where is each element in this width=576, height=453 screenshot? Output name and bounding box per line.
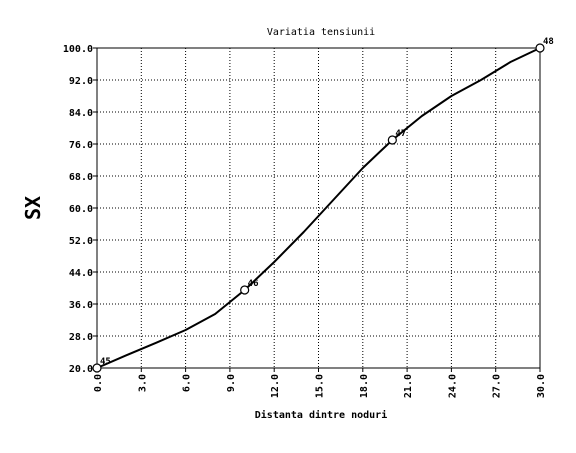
series (96, 47, 541, 369)
x-tick-label: 3.0 (137, 374, 148, 392)
y-tick-label: 84.0 (69, 108, 93, 119)
x-tick-label: 24.0 (447, 374, 458, 398)
y-tick-label: 28.0 (69, 332, 93, 343)
y-tick-label: 92.0 (69, 76, 93, 87)
y-tick-label: 36.0 (69, 300, 93, 311)
y-tick-label: 100.0 (63, 44, 93, 55)
x-tick-label: 21.0 (403, 374, 414, 398)
y-tick-label: 44.0 (69, 268, 93, 279)
axes: 20.0 28.0 36.0 44.0 52.0 60.0 68.0 76.0 84.0 92.0… (63, 44, 547, 398)
x-tick-label: 12.0 (270, 374, 281, 398)
grid (97, 48, 540, 368)
x-tick-label: 9.0 (226, 374, 237, 392)
x-tick-label: 15.0 (315, 374, 326, 398)
x-tick-label: 18.0 (359, 374, 370, 398)
y-tick-label: 52.0 (69, 236, 93, 247)
series-line (96, 47, 541, 369)
node-marker (535, 43, 545, 53)
node-label: 46 (248, 279, 259, 289)
node-label: 47 (395, 129, 406, 139)
y-tick-label: 60.0 (69, 204, 93, 215)
x-tick-label: 30.0 (536, 374, 547, 398)
x-tick-label: 27.0 (492, 374, 503, 398)
node-label: 48 (543, 37, 554, 47)
node-marker (240, 285, 250, 295)
markers: 45 46 47 48 (92, 37, 554, 373)
node-label: 45 (100, 357, 111, 367)
x-tick-label: 0.0 (93, 374, 104, 392)
node-marker (92, 363, 102, 373)
y-tick-label: 76.0 (69, 140, 93, 151)
y-tick-label: 20.0 (69, 364, 93, 375)
node-marker (387, 135, 397, 145)
chart-title: Variatia tensiunii (267, 27, 375, 38)
y-axis-label: SX (21, 196, 45, 220)
y-tick-label: 68.0 (69, 172, 93, 183)
x-tick-label: 6.0 (182, 374, 193, 392)
x-axis-label: Distanta dintre noduri (255, 409, 387, 421)
